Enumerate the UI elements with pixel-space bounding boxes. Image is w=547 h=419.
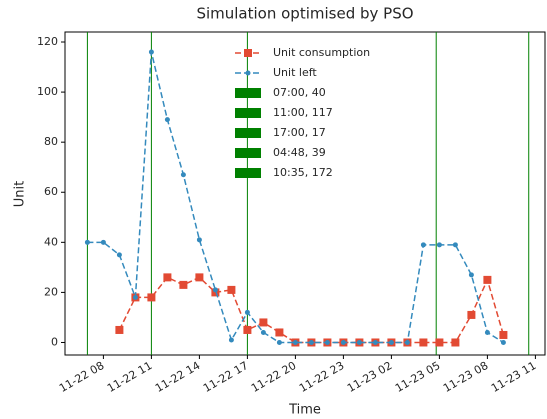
legend-label: 04:48, 39 <box>273 146 326 159</box>
legend-label: 07:00, 40 <box>273 86 326 99</box>
point <box>163 273 172 282</box>
x-tick-label: 11-23 11 <box>489 359 538 395</box>
point <box>196 237 202 243</box>
point <box>451 338 460 347</box>
point <box>499 330 508 339</box>
point <box>452 242 458 248</box>
legend-label: 11:00, 117 <box>273 106 333 119</box>
point <box>467 310 476 319</box>
y-tick-label: 0 <box>51 335 58 348</box>
point <box>372 339 378 345</box>
y-tick-label: 40 <box>44 235 58 248</box>
point <box>324 339 330 345</box>
y-tick-label: 20 <box>44 285 58 298</box>
legend-swatch <box>235 168 261 178</box>
y-tick-label: 80 <box>44 135 58 148</box>
point <box>260 329 266 335</box>
point <box>244 309 250 315</box>
point <box>404 339 410 345</box>
series-line <box>87 51 504 344</box>
legend-swatch <box>235 128 261 138</box>
legend-marker <box>244 49 252 57</box>
point <box>116 252 122 258</box>
chart-title: Simulation optimised by PSO <box>196 5 413 23</box>
point <box>308 339 314 345</box>
y-tick-label: 100 <box>37 85 58 98</box>
point <box>180 172 186 178</box>
x-tick-label: 11-22 17 <box>201 359 250 395</box>
point <box>420 242 426 248</box>
point <box>419 338 428 347</box>
point <box>275 328 284 337</box>
point <box>148 49 154 55</box>
series-line <box>118 276 505 344</box>
x-tick-label: 11-23 02 <box>345 359 394 395</box>
point <box>243 325 252 334</box>
y-tick-label: 120 <box>37 35 58 48</box>
point <box>484 329 490 335</box>
legend-swatch <box>235 148 261 158</box>
x-tick-label: 11-22 11 <box>105 359 154 395</box>
point <box>228 337 234 343</box>
point <box>259 318 268 327</box>
point <box>179 280 188 289</box>
point <box>356 339 362 345</box>
point <box>212 287 218 293</box>
legend-label: Unit consumption <box>273 46 370 59</box>
legend-label: 17:00, 17 <box>273 126 326 139</box>
legend-swatch <box>235 108 261 118</box>
legend-label: 10:35, 172 <box>273 166 333 179</box>
x-tick-label: 11-23 05 <box>393 359 442 395</box>
point <box>500 339 506 345</box>
point <box>84 239 90 245</box>
x-tick-label: 11-22 14 <box>153 359 202 395</box>
legend-label: Unit left <box>273 66 317 79</box>
x-tick-label: 11-23 08 <box>441 359 490 395</box>
point <box>195 273 204 282</box>
legend-marker <box>245 70 251 76</box>
x-tick-label: 11-22 20 <box>249 359 298 395</box>
point <box>435 338 444 347</box>
point <box>115 325 124 334</box>
y-axis-label: Unit <box>13 181 28 207</box>
point <box>147 293 156 302</box>
point <box>100 239 106 245</box>
x-axis-label: Time <box>288 403 321 418</box>
x-tick-label: 11-22 08 <box>57 359 106 395</box>
point <box>436 242 442 248</box>
x-tick-label: 11-22 23 <box>297 359 346 395</box>
point <box>483 275 492 284</box>
point <box>211 288 220 297</box>
legend-swatch <box>235 88 261 98</box>
point <box>388 339 394 345</box>
point <box>468 272 474 278</box>
point <box>132 294 138 300</box>
point <box>292 339 298 345</box>
point <box>340 339 346 345</box>
y-tick-label: 60 <box>44 185 58 198</box>
point <box>164 117 170 123</box>
point <box>276 339 282 345</box>
plot-frame <box>64 31 546 356</box>
point <box>227 285 236 294</box>
